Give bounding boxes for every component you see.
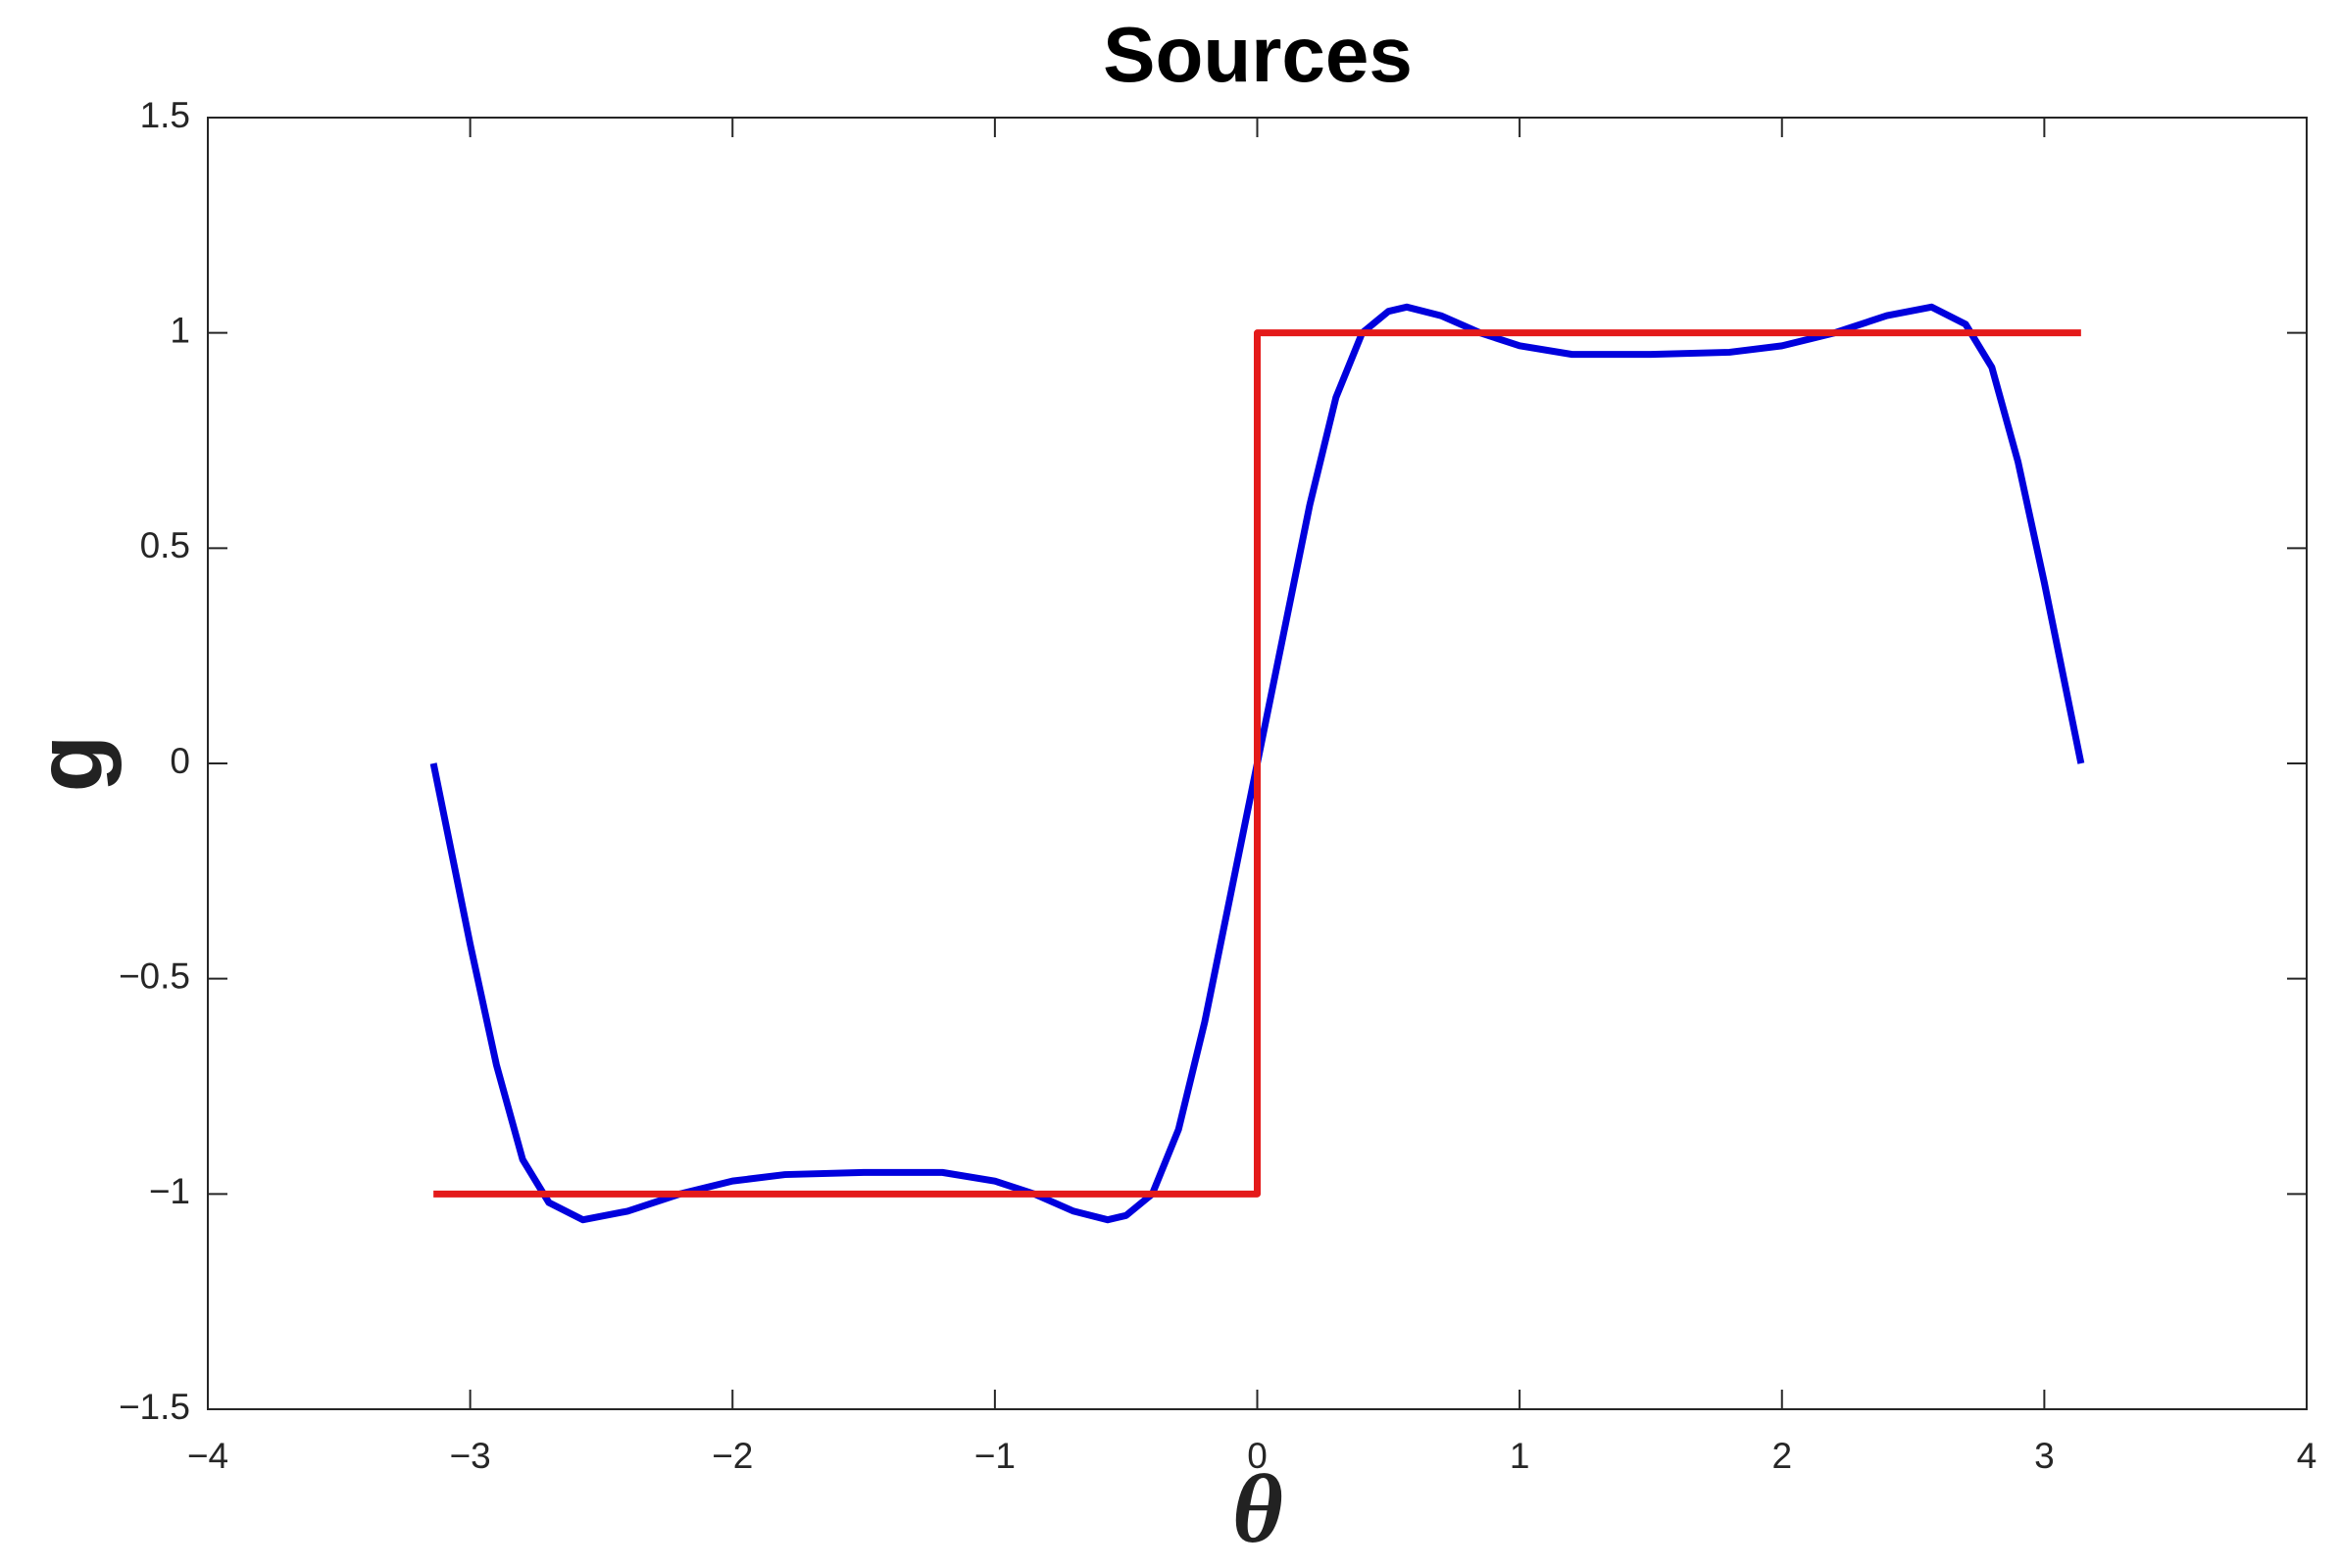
x-tick-label: −2 (712, 1436, 753, 1476)
y-tick-label: −1.5 (119, 1387, 190, 1427)
x-tick-label: −1 (974, 1436, 1016, 1476)
x-tick-label: −3 (450, 1436, 491, 1476)
y-tick-label: 0.5 (140, 525, 190, 565)
y-tick-label: −1 (149, 1171, 190, 1211)
y-tick-label: −0.5 (119, 956, 190, 996)
x-tick-label: 0 (1247, 1436, 1268, 1476)
chart-title: Sources (1103, 11, 1413, 98)
x-tick-label: −4 (187, 1436, 228, 1476)
y-tick-label: 1.5 (140, 95, 190, 135)
y-tick-label: 0 (170, 741, 190, 781)
y-tick-label: 1 (170, 310, 190, 350)
x-tick-label: 1 (1510, 1436, 1530, 1476)
series-line (433, 329, 2081, 1198)
x-tick-label: 2 (1771, 1436, 1792, 1476)
y-axis-label: g (17, 735, 122, 793)
x-axis-label: θ (1232, 1454, 1283, 1563)
x-tick-label: 3 (2034, 1436, 2055, 1476)
x-tick-label: 4 (2297, 1436, 2317, 1476)
